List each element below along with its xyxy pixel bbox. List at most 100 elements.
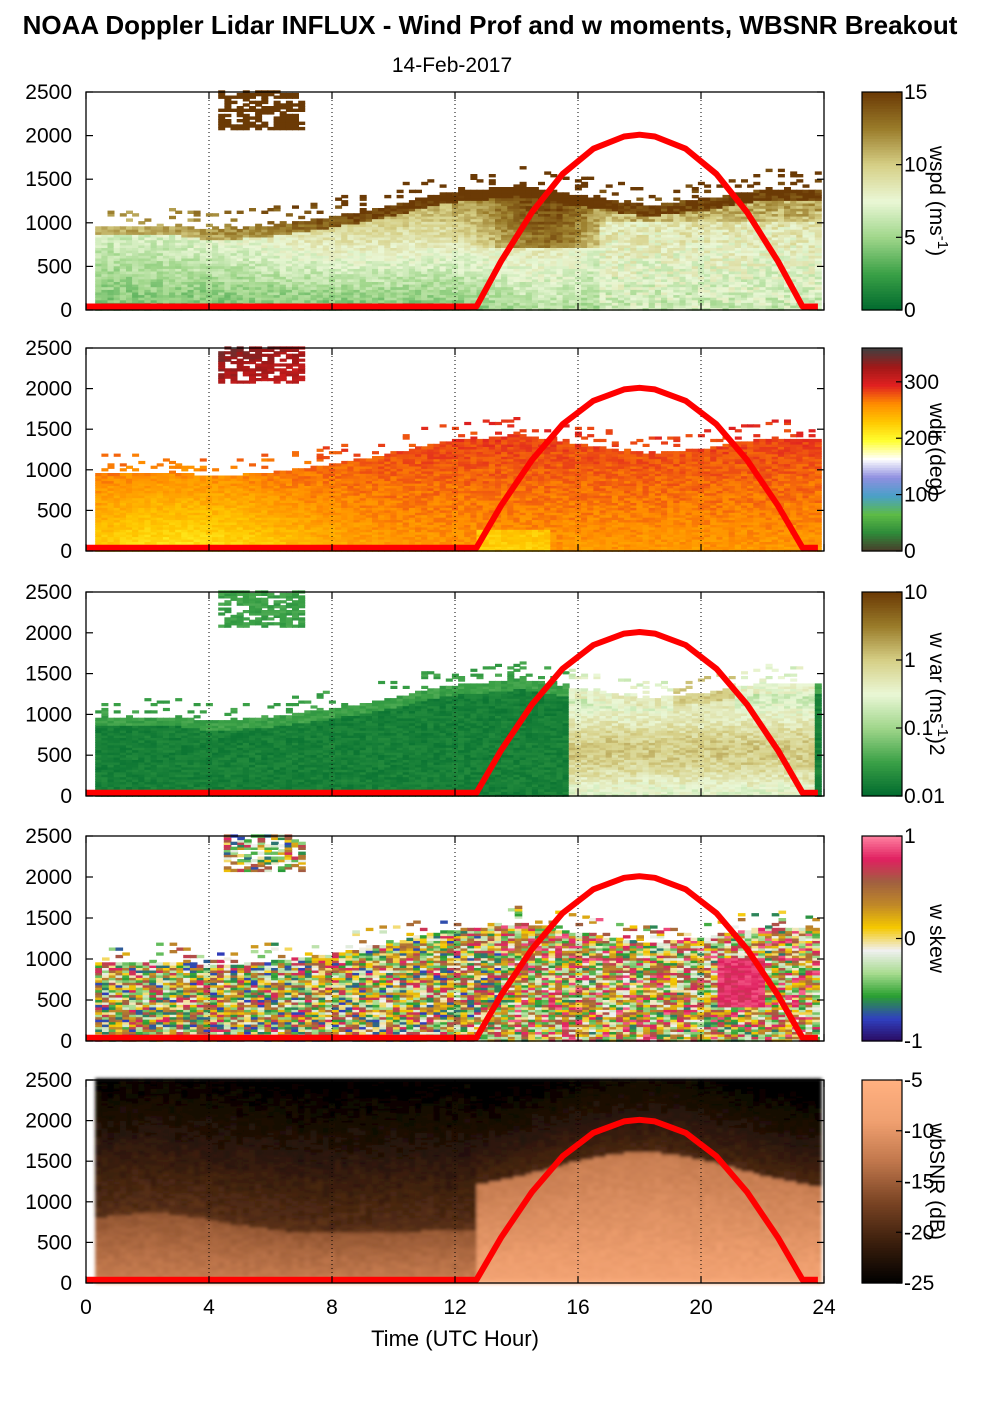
heatmap-cell <box>261 98 269 102</box>
heatmap-cell <box>421 200 429 204</box>
heatmap-cell <box>279 268 287 272</box>
heatmap-cell <box>95 257 103 262</box>
heatmap-cell <box>132 234 140 238</box>
heatmap-cell <box>212 228 220 233</box>
heatmap-cell <box>95 289 103 293</box>
heatmap-cell <box>439 228 447 233</box>
heatmap-cell <box>304 226 312 230</box>
heatmap-cell <box>261 92 269 97</box>
heatmap-cell <box>113 283 121 288</box>
heatmap-cell <box>562 192 570 196</box>
heatmap-cell <box>396 286 404 290</box>
heatmap-cell <box>242 234 250 238</box>
heatmap-cell <box>378 231 386 235</box>
heatmap-cell <box>169 299 176 303</box>
heatmap-cell <box>402 289 410 293</box>
heatmap-cell <box>119 289 127 293</box>
heatmap-cell <box>464 278 472 282</box>
heatmap-cell <box>372 283 379 288</box>
heatmap-cell <box>255 255 263 259</box>
heatmap-cell <box>285 234 293 238</box>
heatmap-cell <box>341 296 349 301</box>
heatmap-cell <box>384 260 392 264</box>
heatmap-cell <box>261 100 269 105</box>
heatmap-cell <box>359 257 367 262</box>
heatmap-cell <box>292 270 299 275</box>
heatmap-cell <box>415 281 422 285</box>
heatmap-cell <box>205 276 213 280</box>
heatmap-cell <box>408 223 416 228</box>
heatmap-cell <box>365 291 373 296</box>
heatmap-cell <box>378 286 386 290</box>
heatmap-cell <box>230 270 238 275</box>
heatmap-cell <box>230 242 238 246</box>
heatmap-cell <box>101 296 109 301</box>
heatmap-cell <box>187 262 195 267</box>
heatmap-cell <box>156 262 164 267</box>
heatmap-cell <box>255 278 263 282</box>
heatmap-cell <box>218 252 226 256</box>
heatmap-cell <box>181 247 189 251</box>
heatmap-cell <box>587 197 595 201</box>
heatmap-cell <box>458 276 466 280</box>
heatmap-cell <box>150 281 158 285</box>
heatmap-cell <box>335 273 343 277</box>
heatmap-cell <box>384 268 392 272</box>
heatmap-cell <box>427 236 435 241</box>
heatmap-cell <box>199 260 207 264</box>
heatmap-cell <box>734 184 742 188</box>
heatmap-cell <box>372 281 379 285</box>
heatmap-cell <box>230 234 238 238</box>
heatmap-cell <box>433 273 441 277</box>
heatmap-cell <box>384 273 392 277</box>
heatmap-cell <box>328 291 336 296</box>
heatmap-cell <box>236 291 244 296</box>
heatmap-cell <box>310 247 318 251</box>
heatmap-cell <box>181 296 189 301</box>
heatmap-cell <box>599 189 607 194</box>
heatmap-cell <box>175 286 183 290</box>
heatmap-cell <box>304 255 312 259</box>
heatmap-cell <box>341 231 349 235</box>
heatmap-cell <box>132 247 140 251</box>
heatmap-cell <box>458 226 466 230</box>
heatmap-cell <box>439 210 447 214</box>
heatmap-cell <box>451 242 459 246</box>
heatmap-cell <box>433 213 441 217</box>
heatmap-cell <box>119 231 127 235</box>
heatmap-cell <box>199 236 207 241</box>
heatmap-cell <box>279 294 287 298</box>
heatmap-cell <box>304 268 312 272</box>
heatmap-cell <box>199 276 207 280</box>
heatmap-cell <box>421 260 429 264</box>
heatmap-cell <box>224 283 232 288</box>
heatmap-cell <box>341 273 349 277</box>
heatmap-cell <box>464 283 472 288</box>
heatmap-cell <box>267 273 275 277</box>
heatmap-cell <box>464 223 472 228</box>
heatmap-cell <box>310 257 318 262</box>
heatmap-cell <box>415 286 422 290</box>
heatmap-cell <box>156 296 164 301</box>
heatmap-cell <box>402 260 410 264</box>
heatmap-cell <box>187 299 195 303</box>
heatmap-cell <box>384 249 392 254</box>
heatmap-cell <box>372 218 379 222</box>
heatmap-cell <box>304 260 312 264</box>
heatmap-cell <box>421 278 429 282</box>
heatmap-cell <box>205 236 213 241</box>
heatmap-cell <box>458 296 466 301</box>
heatmap-cell <box>427 228 435 233</box>
heatmap-cell <box>292 228 299 233</box>
heatmap-cell <box>236 124 244 128</box>
heatmap-cell <box>212 276 220 280</box>
heatmap-cell <box>292 247 299 251</box>
heatmap-cell <box>298 291 306 296</box>
heatmap-cell <box>347 289 355 293</box>
heatmap-cell <box>384 270 392 275</box>
heatmap-cell <box>242 239 250 243</box>
heatmap-cell <box>273 116 281 120</box>
heatmap-cell <box>95 231 103 235</box>
heatmap-cell <box>341 270 349 275</box>
heatmap-cell <box>126 296 133 301</box>
